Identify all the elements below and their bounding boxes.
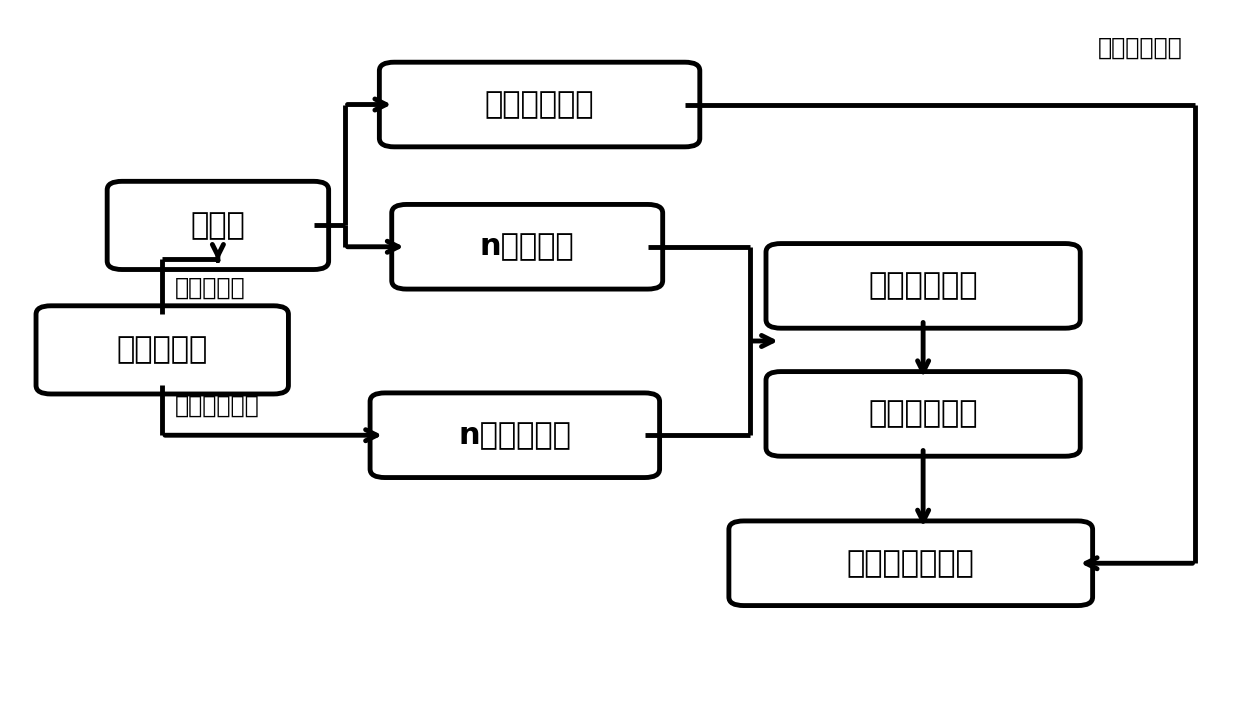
FancyBboxPatch shape [766,371,1080,456]
Text: 同步时钟信号: 同步时钟信号 [175,393,259,418]
FancyBboxPatch shape [107,181,329,269]
Text: 二级信号合成: 二级信号合成 [868,399,978,428]
Text: 正弦波信号: 正弦波信号 [175,276,246,300]
Text: n路方波产生: n路方波产生 [459,421,572,450]
FancyBboxPatch shape [36,306,289,394]
Text: 分信号: 分信号 [191,211,246,240]
FancyBboxPatch shape [766,243,1080,328]
Text: 激励信号源: 激励信号源 [117,336,208,364]
Text: 采样时钟产生: 采样时钟产生 [485,90,594,119]
Text: n路传感器: n路传感器 [480,232,574,261]
FancyBboxPatch shape [392,204,662,289]
Text: 信号采集与提取: 信号采集与提取 [847,549,975,578]
FancyBboxPatch shape [379,62,699,147]
FancyBboxPatch shape [370,393,660,478]
Text: 一级信号合成: 一级信号合成 [868,271,978,301]
FancyBboxPatch shape [729,521,1092,605]
Text: 采样时钟信号: 采样时钟信号 [1099,36,1183,60]
